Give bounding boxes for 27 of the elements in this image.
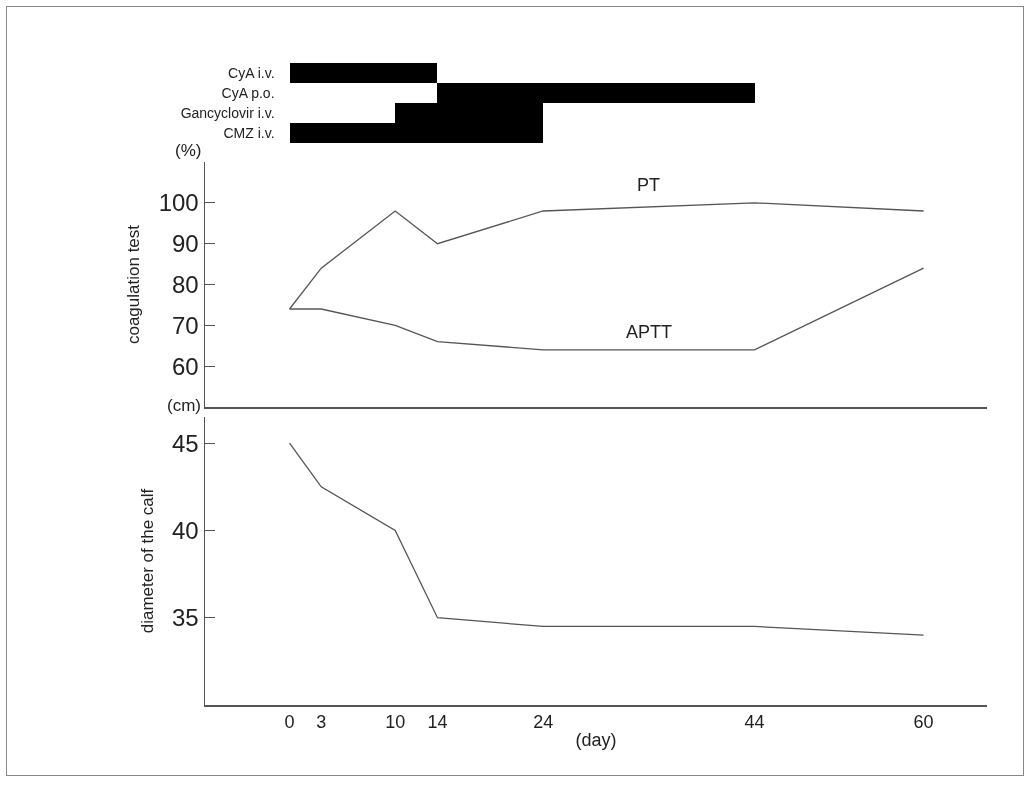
y-tick-label: CMZ i.v. [223,124,275,141]
x-tick-label: 10 [385,712,406,733]
y-tick-label: 70 [172,311,199,339]
line-series [288,442,925,636]
x-tick-label: 0 [284,712,295,733]
y-tick-label: 90 [172,230,199,258]
y-tick-label: 80 [172,270,199,298]
y-axis-title: diameter of the calf [137,488,157,634]
y-axis-title: coagulation test [124,224,144,345]
y-tick-label: 35 [172,604,199,632]
y-tick-label: Gancyclovir i.v. [180,104,275,121]
y-tick-label: 40 [172,516,199,544]
x-tick-label: 60 [913,712,934,733]
x-axis-title: (day) [575,729,617,750]
x-tick-label: 24 [533,712,554,733]
x-tick-label: 14 [427,712,448,733]
text: (cm) [167,396,201,415]
series-label: PT [637,175,661,195]
y-tick-label: 45 [172,429,199,457]
y-tick-label: CyA p.o. [221,84,275,101]
x-tick-label: 3 [316,712,327,733]
y-tick-label: 60 [172,352,199,380]
y-tick-label: 100 [158,189,199,217]
y-tick-label: CyA i.v. [228,64,275,81]
text: (%) [175,141,202,160]
series-label: APTT [626,322,673,342]
x-tick-label: 44 [744,712,765,733]
